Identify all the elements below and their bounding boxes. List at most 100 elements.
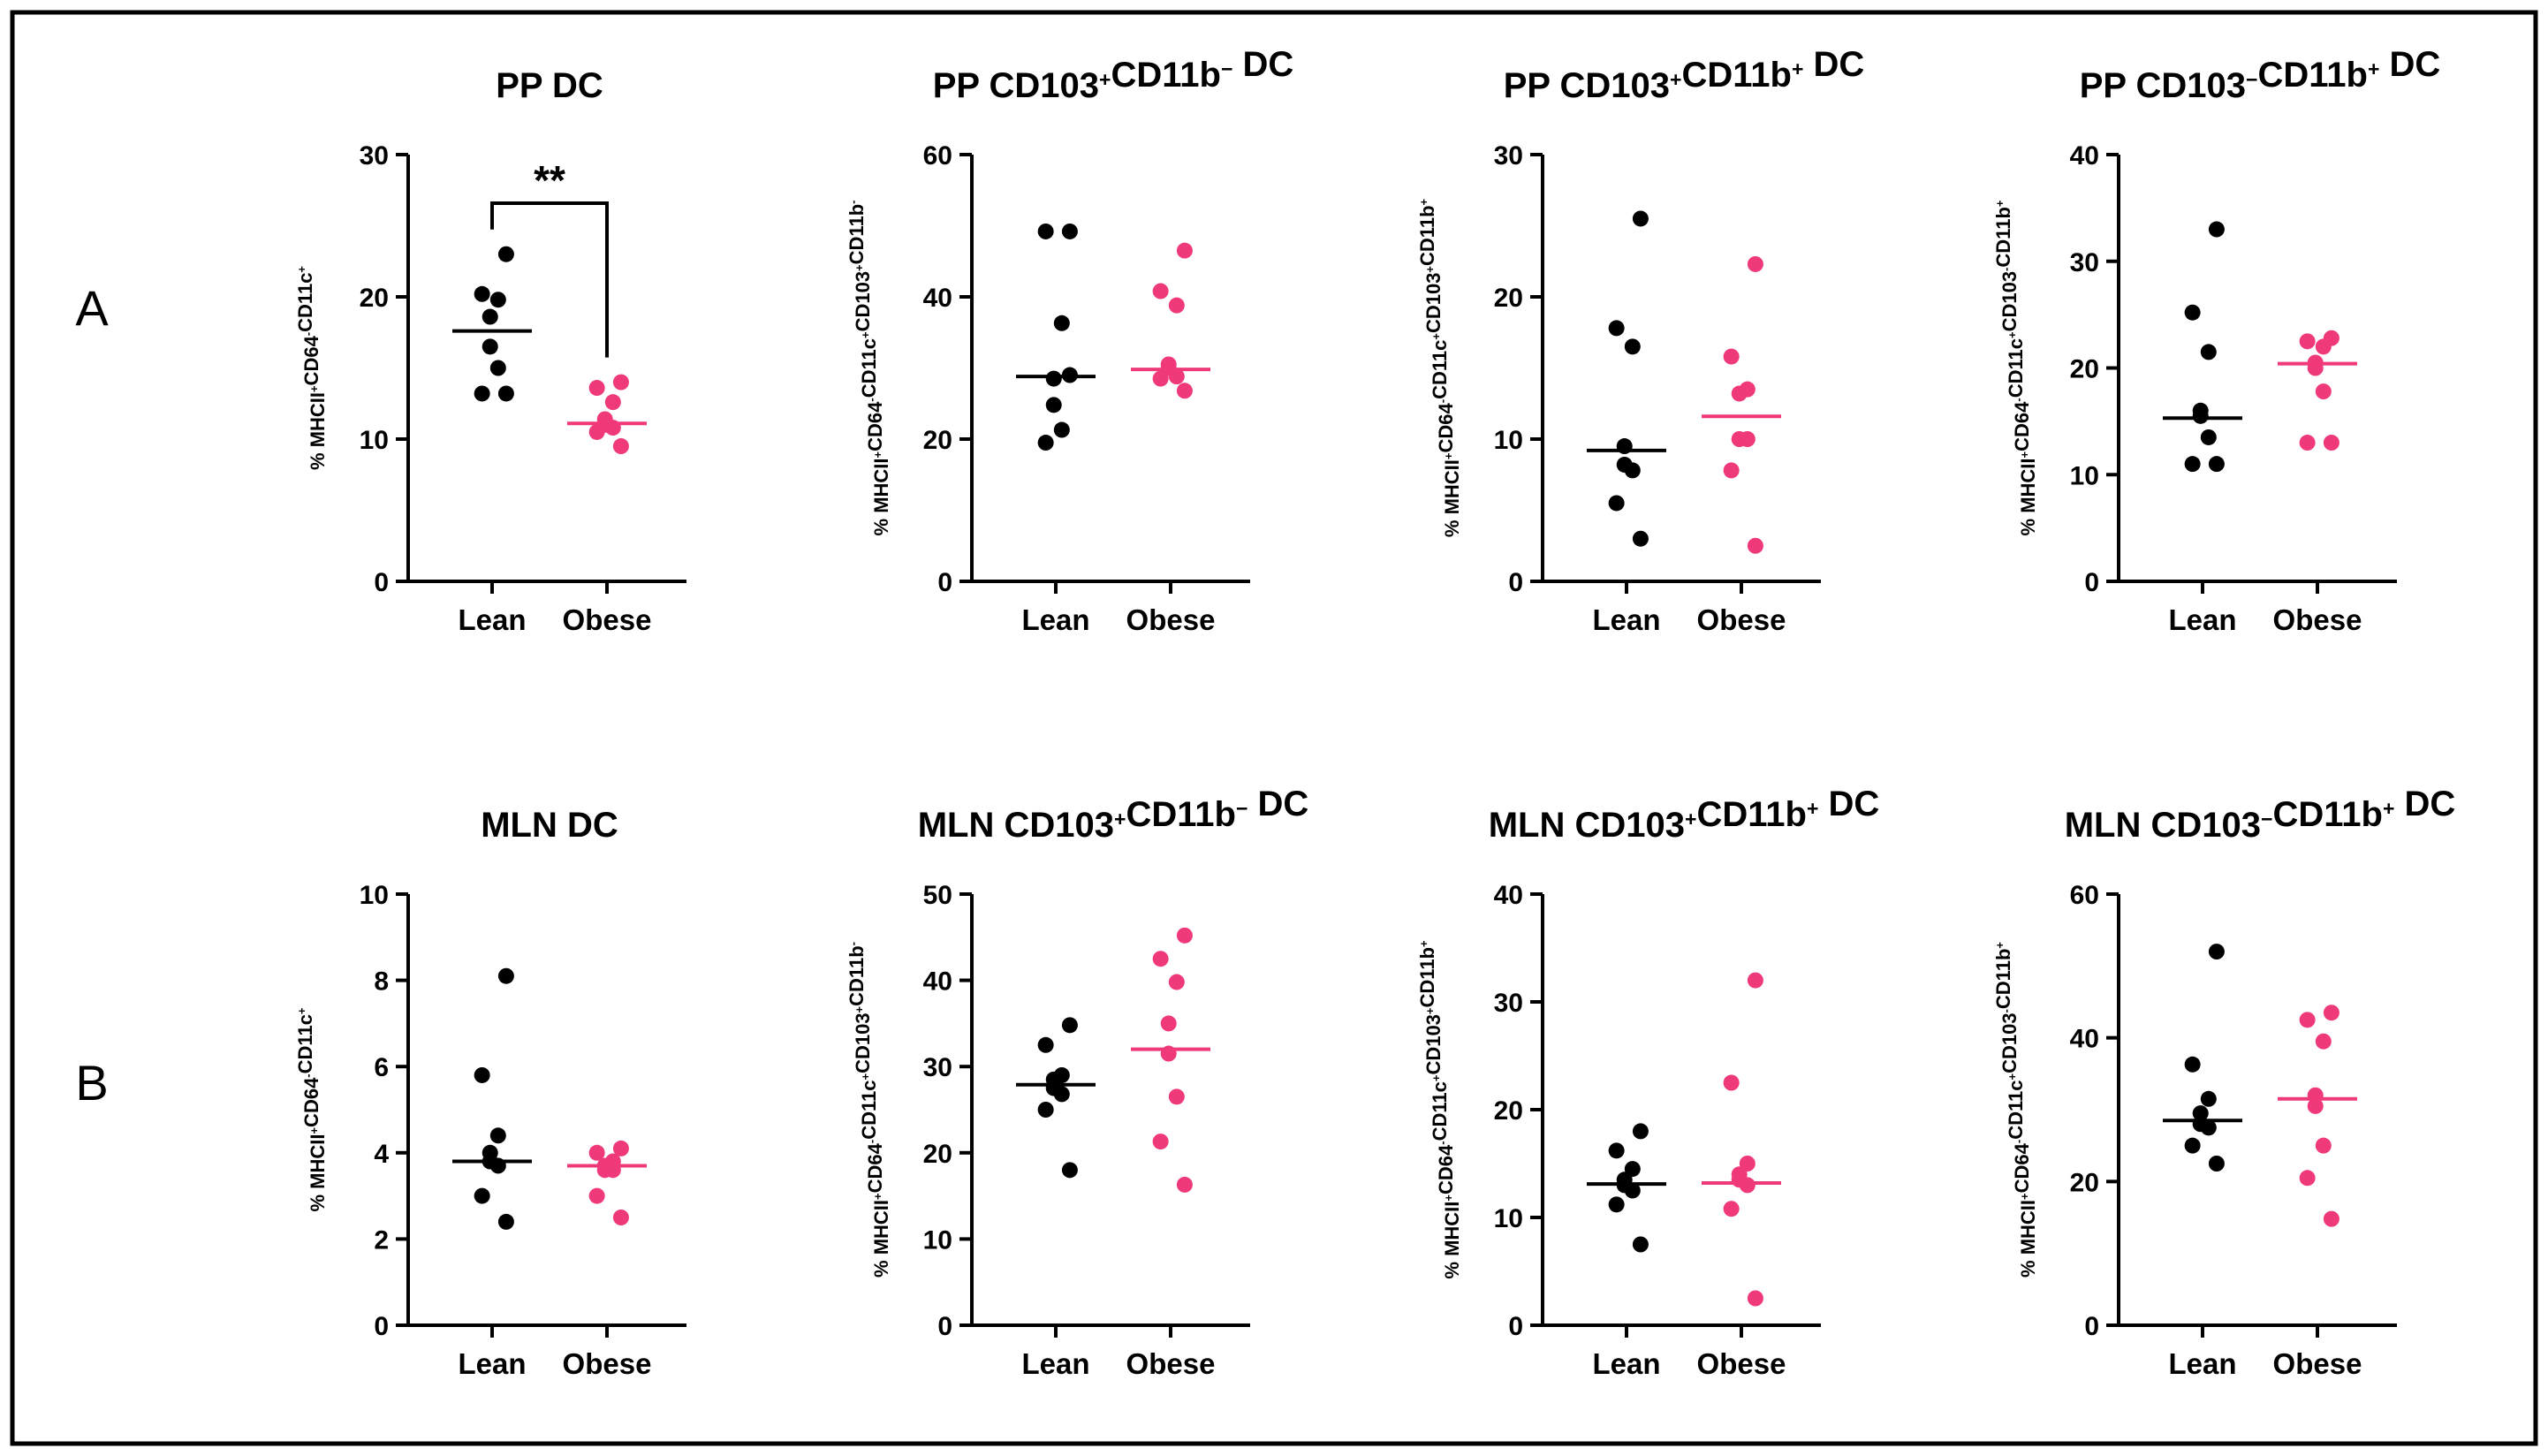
data-point-obese — [1152, 370, 1169, 387]
y-tick-label: 30 — [360, 141, 389, 171]
data-point-obese — [1168, 974, 1185, 990]
y-tick-label: 40 — [2070, 1025, 2099, 1054]
panel-label-b: B — [75, 1055, 108, 1111]
data-point-lean — [1624, 338, 1641, 355]
data-point-obese — [2323, 1210, 2339, 1227]
y-tick-label: 10 — [923, 1225, 952, 1255]
data-point-obese — [1176, 242, 1193, 259]
data-point-lean — [2184, 1137, 2201, 1154]
data-point-obese — [1168, 368, 1185, 385]
y-tick-label: 20 — [923, 1140, 952, 1169]
y-tick-label: 20 — [923, 426, 952, 455]
chart-title: MLN DC — [481, 806, 618, 845]
data-point-lean — [2192, 407, 2209, 424]
x-category-label: Obese — [2273, 1347, 2362, 1380]
y-axis-label: % MHCII+CD64-CD11c+ — [294, 1007, 329, 1211]
y-tick-label: 40 — [923, 284, 952, 313]
y-axis-label: % MHCII+CD64-CD11c+CD103-CD11b+ — [1992, 200, 2039, 535]
x-category-label: Lean — [1021, 1347, 1089, 1380]
chart-8: MLN CD103−CD11b+ DC 0 20 40 60 Lean Obese % MHC… — [1992, 785, 2455, 1380]
y-tick-label: 0 — [2084, 1312, 2099, 1341]
figure-border — [10, 10, 2538, 1446]
y-tick-label: 50 — [923, 881, 952, 910]
y-tick-label: 10 — [360, 426, 389, 455]
data-point-lean — [474, 385, 490, 402]
y-axis-label: % MHCII+CD64-CD11c+CD103+CD11b+ — [1416, 940, 1463, 1279]
data-point-lean — [1037, 1102, 1054, 1118]
y-tick-label: 0 — [2084, 568, 2099, 597]
y-tick-label: 6 — [374, 1053, 389, 1082]
data-point-lean — [497, 385, 514, 402]
x-category-label: Lean — [1021, 603, 1089, 636]
data-point-lean — [1608, 1196, 1625, 1213]
data-point-lean — [1053, 1086, 1070, 1103]
y-tick-label: 20 — [360, 284, 389, 313]
y-tick-label: 30 — [923, 1053, 952, 1082]
significance-label: ** — [534, 157, 565, 203]
y-axis-label: % MHCII+CD64-CD11c+CD103+CD11b- — [846, 942, 892, 1278]
data-point-lean — [1632, 1123, 1649, 1140]
chart-title: PP CD103+CD11b− DC — [933, 45, 1294, 105]
y-axis-label: % MHCII+CD64-CD11c+CD103+CD11b+ — [1416, 198, 1463, 537]
y-tick-label: 40 — [2070, 141, 2099, 171]
data-point-lean — [1632, 1236, 1649, 1253]
y-tick-label: 8 — [374, 967, 389, 997]
data-point-lean — [1624, 462, 1641, 479]
data-point-obese — [604, 394, 621, 411]
data-point-lean — [2200, 1119, 2217, 1136]
data-point-obese — [2315, 1033, 2332, 1050]
y-tick-label: 0 — [374, 568, 389, 597]
data-point-lean — [2208, 221, 2225, 238]
x-category-label: Lean — [458, 603, 526, 636]
y-tick-label: 0 — [937, 1312, 952, 1341]
y-tick-label: 40 — [923, 967, 952, 997]
data-point-obese — [612, 374, 629, 391]
data-point-lean — [1632, 210, 1649, 227]
chart-title: MLN CD103+CD11b− DC — [918, 785, 1309, 845]
data-point-lean — [497, 246, 514, 262]
y-tick-label: 40 — [1494, 881, 1523, 910]
data-point-lean — [489, 292, 506, 308]
chart-1: PP DC 0 10 20 30 Lean Obese % MHCII+CD64-CD11c+… — [294, 66, 686, 636]
y-tick-label: 10 — [360, 881, 389, 910]
data-point-lean — [482, 338, 498, 355]
data-point-obese — [2307, 1097, 2324, 1114]
y-tick-label: 30 — [2070, 248, 2099, 277]
data-point-obese — [1747, 972, 1763, 989]
data-point-obese — [588, 1187, 605, 1204]
data-point-lean — [1061, 1017, 1078, 1034]
data-point-obese — [1747, 1290, 1763, 1307]
data-point-lean — [2184, 304, 2201, 321]
data-point-obese — [2323, 435, 2339, 451]
panel-label-a: A — [75, 280, 109, 336]
data-point-lean — [1061, 223, 1078, 239]
data-point-obese — [2315, 338, 2332, 355]
data-point-obese — [1176, 1176, 1193, 1193]
data-point-lean — [2200, 344, 2217, 360]
data-point-lean — [1624, 1182, 1641, 1199]
y-tick-label: 0 — [374, 1312, 389, 1341]
data-point-obese — [2315, 383, 2332, 400]
data-point-obese — [612, 1140, 629, 1156]
data-point-obese — [1747, 255, 1763, 272]
data-point-lean — [1632, 530, 1649, 547]
data-point-lean — [497, 1213, 514, 1230]
y-tick-label: 20 — [2070, 355, 2099, 384]
data-point-lean — [1608, 320, 1625, 337]
data-point-obese — [2299, 435, 2316, 451]
x-category-label: Lean — [2168, 1347, 2236, 1380]
chart-title: MLN CD103−CD11b+ DC — [2065, 785, 2456, 845]
y-tick-label: 4 — [374, 1140, 389, 1169]
chart-3: PP CD103+CD11b+ DC 0 10 20 30 Lean Obese % MHCI… — [1416, 45, 1864, 636]
chart-title: PP CD103−CD11b+ DC — [2080, 45, 2441, 105]
y-axis-label: % MHCII+CD64-CD11c+ — [294, 266, 329, 470]
data-point-lean — [1061, 1162, 1078, 1179]
data-point-obese — [1723, 1201, 1740, 1217]
x-category-label: Lean — [1592, 603, 1660, 636]
data-point-lean — [474, 1187, 490, 1204]
data-point-obese — [1168, 297, 1185, 314]
data-point-obese — [1723, 1074, 1740, 1091]
data-point-lean — [1608, 495, 1625, 512]
